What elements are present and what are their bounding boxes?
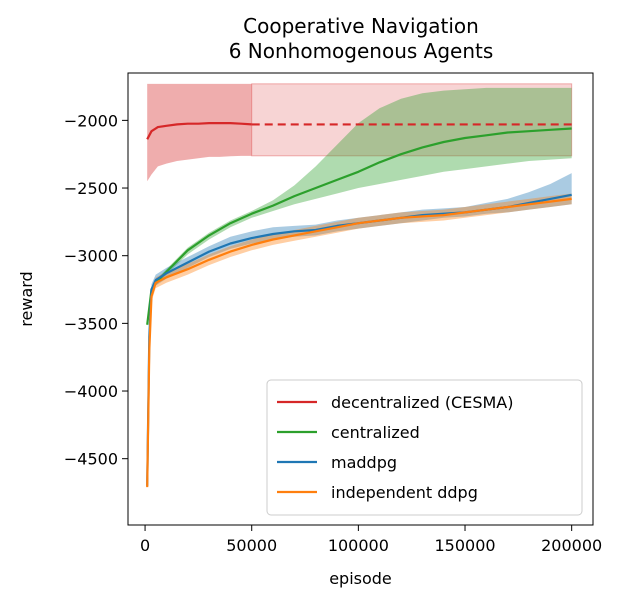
y-tick-label: −3500 — [64, 314, 118, 333]
legend-entry-label: maddpg — [331, 453, 397, 472]
x-tick-label: 150000 — [434, 536, 495, 555]
series-line-3 — [146, 197, 572, 488]
series-line-1 — [146, 127, 572, 325]
legend-entry-label: independent ddpg — [331, 483, 478, 502]
band-1 — [147, 87, 572, 327]
x-tick-label: 50000 — [226, 536, 277, 555]
legend-entry-label: decentralized (CESMA) — [331, 393, 513, 412]
plot-frame — [127, 72, 594, 526]
x-axis-label: episode — [329, 569, 392, 588]
chart-title-line-2: 6 Nonhomogenous Agents — [229, 39, 494, 63]
series-line-0 — [146, 122, 252, 140]
y-tick-label: −2000 — [64, 111, 118, 130]
band-0 — [147, 83, 252, 182]
chart-title-line-1: Cooperative Navigation — [243, 14, 479, 38]
x-tick-label: 0 — [140, 536, 150, 555]
series-lines — [146, 122, 572, 488]
legend-entry-label: centralized — [331, 423, 420, 442]
y-tick-label: −3000 — [64, 247, 118, 266]
band-extension-0 — [251, 83, 573, 157]
y-axis-label: reward — [17, 271, 36, 326]
x-tick-label: 200000 — [541, 536, 602, 555]
y-axis-ticks: −4500 −4000 −3500 −3000 −2500 −2000 — [64, 111, 128, 469]
x-axis-ticks: 0 50000 100000 150000 200000 — [140, 525, 602, 555]
y-tick-label: −2500 — [64, 179, 118, 198]
legend: decentralized (CESMA) centralized maddpg in… — [266, 379, 583, 516]
x-tick-label: 100000 — [328, 536, 389, 555]
y-tick-label: −4000 — [64, 382, 118, 401]
y-tick-label: −4500 — [64, 450, 118, 469]
legend-box — [266, 379, 583, 516]
